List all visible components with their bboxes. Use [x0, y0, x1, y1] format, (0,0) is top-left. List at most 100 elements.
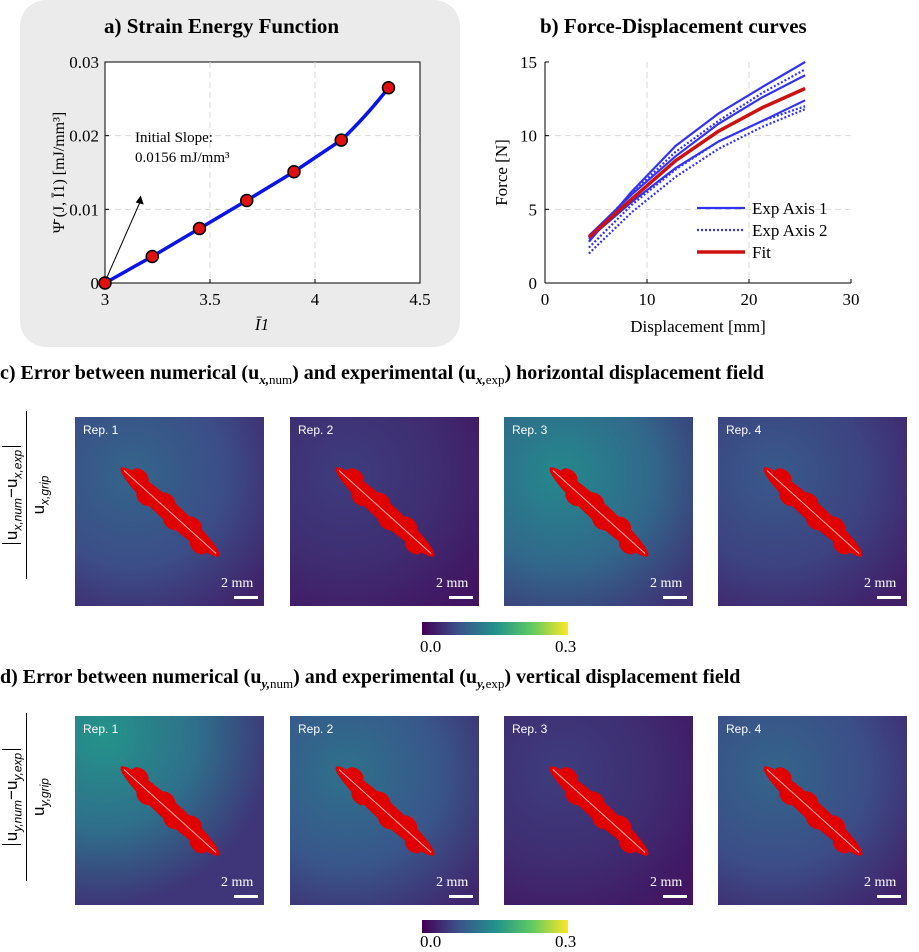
y-tick-label: 0 — [529, 274, 538, 293]
legend-label: Fit — [752, 243, 771, 262]
specimen-mask — [549, 766, 649, 856]
data-point — [287, 165, 301, 179]
scale-bar — [449, 895, 473, 898]
scale-bar-label: 2 mm — [436, 875, 469, 890]
colorbar-d-min: 0.0 — [420, 932, 442, 951]
y-tick-label: 10 — [520, 127, 537, 146]
x-tick-label: 0 — [541, 290, 550, 309]
x-tick-label: 10 — [639, 290, 656, 309]
colorbar-c-max: 0.3 — [555, 637, 577, 656]
y-tick-label: 0.03 — [69, 53, 99, 72]
specimen-mask — [335, 766, 435, 856]
x-tick-label: 30 — [843, 290, 860, 309]
strain-energy-chart: 3 3.5 4 4.5 0 0.01 0.02 0.03 Initial Slope: 0.015… — [51, 53, 431, 334]
colorbar-c — [422, 622, 568, 635]
y-tick-label: 0 — [91, 274, 100, 293]
annotation-line2: 0.0156 mJ/mm³ — [135, 150, 230, 166]
specimen-mask — [335, 467, 435, 557]
data-point — [381, 81, 396, 95]
rep-label: Rep. 3 — [512, 722, 548, 736]
scale-bar — [234, 596, 258, 599]
rep-label: Rep. 2 — [298, 722, 334, 736]
heatmap-d-rep-2 — [290, 716, 479, 905]
scale-bar-label: 2 mm — [221, 576, 254, 591]
x-tick-label: 4.5 — [409, 290, 430, 309]
y-axis-label: Force [N] — [492, 139, 511, 206]
exp-line — [588, 74, 806, 237]
panel-b-title: b) Force-Displacement curves — [540, 14, 807, 38]
specimen-mask — [763, 766, 863, 856]
scale-bar — [877, 596, 901, 599]
plot-area — [104, 61, 421, 284]
rep-label: Rep. 3 — [512, 423, 548, 437]
scale-bar-label: 2 mm — [436, 576, 469, 591]
scale-bar-label: 2 mm — [864, 576, 897, 591]
crack-line — [552, 769, 646, 853]
colorbar-d-max: 0.3 — [555, 932, 577, 951]
rep-label: Rep. 4 — [726, 423, 762, 437]
data-point — [240, 193, 254, 208]
x-tick-label: 3.5 — [199, 290, 220, 309]
y-tick-label: 5 — [529, 200, 538, 219]
crack-line — [338, 769, 432, 853]
legend-label: Exp Axis 2 — [752, 221, 828, 240]
specimen-mask — [120, 467, 220, 557]
x-tick-label: 3 — [101, 290, 110, 309]
section-d-title: d) Error between numerical (uy,num) and … — [0, 666, 741, 691]
rep-label: Rep. 2 — [298, 423, 334, 437]
data-point — [98, 276, 112, 290]
heatmap-c-rep-2 — [290, 417, 479, 606]
colorbar-c-min: 0.0 — [420, 637, 442, 656]
scale-bar — [449, 596, 473, 599]
scale-bar — [234, 895, 258, 898]
exp-line — [588, 108, 806, 255]
scale-bar — [663, 596, 687, 599]
crack-line — [766, 470, 860, 554]
specimen-mask — [549, 467, 649, 557]
scale-bar-label: 2 mm — [650, 875, 683, 890]
y-axis-label: Ψ̄ (J, Ī1) [mJ/mm³] — [51, 112, 68, 233]
colorbar-d — [422, 920, 568, 933]
exp-line — [588, 105, 806, 249]
rep-label: Rep. 4 — [726, 722, 762, 736]
data-point — [145, 249, 159, 264]
force-displacement-chart: 0 10 20 30 0 5 10 15 Exp Axis 1 Exp Axis 2 Fit Disp… — [492, 53, 860, 336]
heatmap-c-rep-4 — [718, 417, 907, 606]
data-point — [334, 133, 348, 147]
crack-line — [552, 470, 646, 554]
x-axis-label: Displacement [mm] — [630, 317, 766, 336]
crack-line — [766, 769, 860, 853]
rep-label: Rep. 1 — [83, 722, 119, 736]
specimen-mask — [120, 766, 220, 856]
specimen-mask — [763, 467, 863, 557]
heatmap-d-rep-4 — [718, 716, 907, 905]
x-tick-label: 20 — [741, 290, 758, 309]
scale-bar-label: 2 mm — [221, 875, 254, 890]
data-point — [192, 221, 207, 236]
scale-bar — [663, 895, 687, 898]
heatmap-d-rep-1 — [75, 716, 264, 905]
fit-line — [587, 86, 806, 239]
y-tick-label: 15 — [520, 53, 537, 72]
crack-line — [123, 470, 217, 554]
slope-arrow-head — [135, 195, 144, 205]
section-c-title: c) Error between numerical (ux,num) and … — [0, 362, 764, 387]
heatmap-c-rep-3 — [504, 417, 693, 606]
crack-line — [338, 470, 432, 554]
scale-bar-label: 2 mm — [864, 875, 897, 890]
exp-line — [588, 68, 806, 239]
heatmap-c-rep-1 — [75, 417, 264, 606]
x-tick-label: 4 — [311, 290, 320, 309]
plot-area — [545, 62, 851, 283]
annotation-line1: Initial Slope: — [135, 130, 213, 146]
y-tick-label: 0.02 — [69, 127, 99, 146]
crack-line — [123, 769, 217, 853]
heatmap-d-rep-3 — [504, 716, 693, 905]
section-d-ylabel: uy,num−uy,exp uy,grip — [2, 713, 66, 881]
scale-bar — [877, 895, 901, 898]
legend-label: Exp Axis 1 — [752, 199, 828, 218]
y-tick-label: 0.01 — [69, 200, 99, 219]
section-c-ylabel: ux,num−ux,exp ux,grip — [2, 411, 66, 579]
scale-bar-label: 2 mm — [650, 576, 683, 591]
rep-label: Rep. 1 — [83, 423, 119, 437]
